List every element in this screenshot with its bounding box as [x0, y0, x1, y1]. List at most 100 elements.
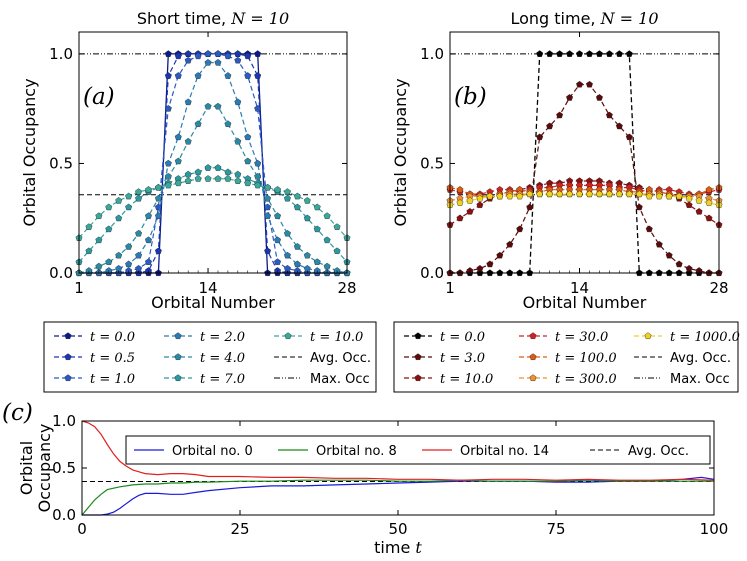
- series-b-6: [446, 190, 723, 209]
- data-point: [516, 225, 524, 233]
- data-point: [274, 258, 282, 265]
- data-point: [144, 186, 152, 193]
- data-point: [224, 168, 232, 176]
- data-point: [274, 236, 282, 244]
- data-point: [274, 212, 282, 220]
- x-tick-label: 1: [445, 279, 455, 297]
- series-line: [449, 187, 720, 197]
- data-point: [214, 59, 222, 66]
- legend-label: Avg. Occ.: [670, 351, 731, 366]
- legend-box: [43, 321, 377, 393]
- data-point: [496, 192, 504, 200]
- data-point: [164, 172, 172, 180]
- data-point: [174, 133, 182, 141]
- data-point: [303, 251, 311, 259]
- legend-item: t = 0.5: [54, 351, 135, 366]
- data-point: [675, 260, 683, 268]
- data-point: [105, 225, 113, 233]
- legend-item: t = 10.0: [404, 372, 493, 387]
- data-point: [313, 225, 321, 233]
- series-a-6: [75, 175, 351, 241]
- series-1-line: [81, 479, 714, 516]
- x-tick-label: 25: [230, 520, 249, 538]
- data-point: [705, 214, 713, 222]
- series-line: [450, 84, 719, 274]
- legend-item: Orbital no. 14: [422, 444, 549, 459]
- legend-label: t = 3.0: [440, 351, 485, 366]
- data-point: [615, 122, 623, 130]
- series-line: [449, 184, 720, 195]
- title-text: Long time,: [510, 9, 600, 28]
- legend-item: t = 4.0: [164, 351, 245, 366]
- panel-b: Long time, N = 10 1 14 28 0.0 0.5 1.0 (b) Orbita…: [391, 9, 729, 312]
- series-a-5: [75, 164, 351, 265]
- series-line: [450, 53, 719, 274]
- legend-b: t = 0.0 t = 3.0 t = 10.0 t = 30.0 t = 100.0 t…: [393, 321, 740, 393]
- series-a-2: [75, 50, 351, 276]
- xlabel-text: time: [374, 538, 415, 557]
- data-point: [194, 168, 202, 176]
- series-0-line: [82, 476, 715, 516]
- data-point: [566, 94, 574, 101]
- data-point: [635, 203, 643, 211]
- data-point: [194, 120, 202, 128]
- legend-label: t = 0.0: [440, 330, 485, 345]
- data-point: [283, 194, 291, 202]
- data-point: [154, 247, 162, 255]
- data-point: [204, 59, 212, 66]
- data-point: [506, 240, 514, 248]
- x-axis-label: time t: [374, 538, 422, 557]
- title-math: N = 10: [600, 9, 659, 28]
- data-point: [204, 175, 212, 182]
- data-point: [234, 137, 242, 145]
- data-point: [546, 122, 554, 130]
- axes-frame: [81, 420, 715, 516]
- data-point: [625, 133, 633, 141]
- data-point: [466, 208, 474, 215]
- data-point: [254, 181, 262, 189]
- data-point: [264, 212, 272, 220]
- data-point: [184, 56, 192, 64]
- data-point: [174, 52, 182, 60]
- data-point: [685, 264, 693, 272]
- data-point: [293, 203, 301, 211]
- legend-item: Max. Occ: [634, 372, 730, 387]
- legend-item: Avg. Occ.: [274, 351, 371, 366]
- data-point: [224, 72, 232, 79]
- series-a-1: [75, 50, 351, 276]
- series-line: [79, 53, 347, 274]
- legend-label: t = 1.0: [90, 372, 135, 387]
- legend-item: Orbital no. 8: [278, 444, 397, 459]
- data-point: [135, 229, 143, 237]
- data-point: [303, 264, 311, 272]
- legend-item: t = 1.0: [54, 372, 135, 387]
- data-point: [164, 50, 172, 57]
- data-point: [576, 80, 584, 88]
- legend-item: Avg. Occ.: [590, 444, 689, 459]
- data-point: [695, 208, 703, 215]
- data-point: [546, 50, 554, 57]
- data-point: [234, 50, 242, 57]
- data-point: [566, 190, 574, 198]
- legend-item: Orbital no. 0: [134, 444, 253, 459]
- legend-label: Orbital no. 0: [172, 444, 253, 459]
- legend-marker: [64, 374, 72, 381]
- data-point: [95, 262, 103, 270]
- data-point: [323, 212, 331, 220]
- legend-label: t = 300.0: [555, 372, 617, 387]
- legend-item: Avg. Occ.: [634, 351, 731, 366]
- data-point: [585, 50, 593, 57]
- legend-label: Orbital no. 14: [460, 444, 549, 459]
- data-point: [184, 50, 192, 57]
- legend-marker: [529, 332, 537, 339]
- panel-label: (c): [2, 400, 33, 426]
- data-point: [615, 190, 623, 198]
- series-a-0: [75, 50, 351, 276]
- series-line: [79, 53, 347, 274]
- data-point: [665, 251, 673, 259]
- y-tick-label: 0.0: [52, 506, 76, 524]
- y-tick-label: 0.5: [52, 459, 76, 477]
- panel-label: (a): [83, 84, 115, 110]
- data-point: [705, 186, 713, 193]
- data-point: [685, 201, 693, 209]
